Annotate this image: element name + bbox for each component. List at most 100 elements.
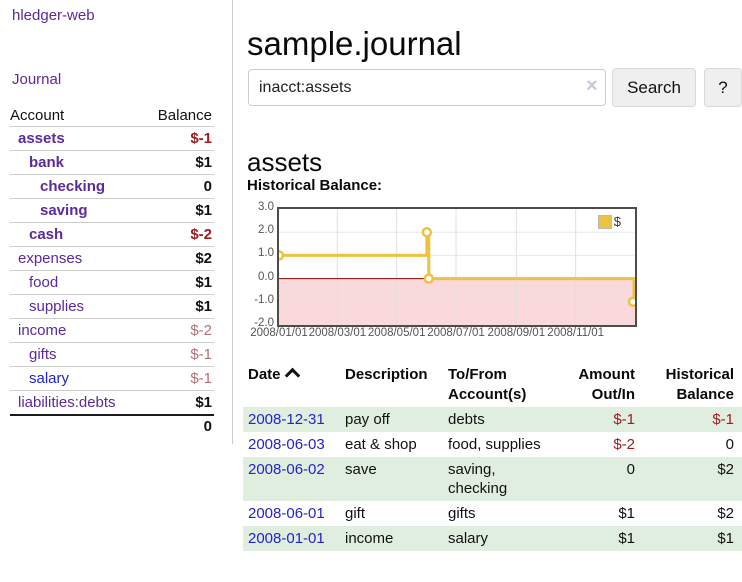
account-table-header: Account Balance <box>10 104 214 126</box>
transaction-accounts-cell: food, supplies <box>448 436 541 453</box>
transaction-date-link[interactable]: 2008-06-01 <box>248 505 325 522</box>
total-balance-value: 0 <box>203 417 212 435</box>
transaction-amount-cell: $1 <box>618 530 635 547</box>
search-button[interactable]: Search <box>612 68 696 107</box>
account-balance-value: $2 <box>195 250 212 267</box>
sidebar-account-link[interactable]: checking <box>40 178 106 195</box>
clear-search-icon[interactable]: × <box>586 75 598 97</box>
transaction-description-cell: eat & shop <box>345 436 417 453</box>
transaction-balance-cell: $2 <box>717 505 734 522</box>
sidebar-account-link[interactable]: food <box>29 274 59 291</box>
sidebar-account-link[interactable]: bank <box>29 154 65 171</box>
description-column-header: Description <box>345 366 428 383</box>
x-axis-tick-label: 2008/05/01 <box>367 327 426 339</box>
account-row: cash $-2 <box>10 222 214 246</box>
y-axis-tick-label: 2.0 <box>258 224 274 237</box>
sidebar-account-link[interactable]: assets <box>18 130 65 147</box>
transaction-date-link[interactable]: 2008-12-31 <box>248 411 325 428</box>
chart-plot-area: $ <box>273 207 639 327</box>
x-axis-tick-label: 2008/11/01 <box>547 327 605 339</box>
account-row: income $-2 <box>10 318 214 342</box>
data-point-marker <box>273 250 285 261</box>
transaction-row: 2008-06-02 save saving, checking 0 $2 <box>243 457 742 501</box>
data-point-marker <box>421 226 433 238</box>
balance-line-chart <box>273 209 639 325</box>
account-balance-table: Account Balance assets $-1 bank $1 checking 0… <box>10 104 214 436</box>
account-balance-value: $1 <box>195 394 212 411</box>
app-brand-link[interactable]: hledger-web <box>12 7 95 24</box>
account-row: food $1 <box>10 270 214 294</box>
transaction-amount-cell: $-1 <box>613 411 635 428</box>
balance-column-header: Balance <box>157 106 212 124</box>
sidebar: hledger-web Journal Account Balance asse… <box>0 0 233 444</box>
sidebar-account-link[interactable]: saving <box>40 202 88 219</box>
transaction-balance-cell: 0 <box>725 436 734 453</box>
sort-ascending-icon <box>284 367 300 384</box>
transaction-amount-cell: $-2 <box>613 436 635 453</box>
y-axis-tick-label: 3.0 <box>258 201 274 213</box>
transaction-date-cell: 2008-06-03 <box>243 432 345 457</box>
sidebar-item-journal[interactable]: Journal <box>12 71 62 88</box>
x-axis-tick-label: 2008/01/01 <box>250 327 308 339</box>
x-axis-tick-label: 2008/09/01 <box>487 327 546 339</box>
sidebar-account-link[interactable]: income <box>18 322 67 339</box>
y-axis-tick-label: 0.0 <box>258 270 274 283</box>
sidebar-account-link[interactable]: liabilities:debts <box>18 394 116 411</box>
transaction-amount-cell: 0 <box>626 461 635 478</box>
search-help-button[interactable]: ? <box>704 68 742 107</box>
x-axis-tick-label: 2008/07/01 <box>427 327 485 339</box>
data-point-marker <box>423 273 435 284</box>
account-row: supplies $1 <box>10 294 214 318</box>
transaction-row: 2008-06-01 gift gifts $1 $2 <box>243 501 742 526</box>
account-balance-value: $-1 <box>190 130 212 147</box>
account-balance-value: $1 <box>195 274 212 291</box>
account-row: liabilities:debts $1 <box>10 390 214 414</box>
account-balance-value: $-2 <box>190 322 212 339</box>
sidebar-account-link[interactable]: gifts <box>29 346 57 363</box>
transaction-date-link[interactable]: 2008-06-02 <box>248 461 325 478</box>
transaction-accounts-cell: salary <box>448 530 489 547</box>
account-row: saving $1 <box>10 198 214 222</box>
transaction-date-link[interactable]: 2008-01-01 <box>248 530 325 547</box>
transaction-description-cell: gift <box>345 505 366 522</box>
transactions-table: Date Description To/From Account(s) Amou… <box>243 362 742 551</box>
account-row: checking 0 <box>10 174 214 198</box>
transaction-row: 2008-12-31 pay off debts $-1 $-1 <box>243 407 742 432</box>
transaction-accounts-cell: gifts <box>448 505 476 522</box>
legend-swatch-icon <box>597 214 612 229</box>
account-balance-value: $1 <box>195 154 212 171</box>
historical-balance-chart: 3.0 2.0 1.0 0.0 -1.0 -2.0 $ 2008/01/01 2008/03… <box>248 200 742 348</box>
transaction-date-cell: 2008-01-01 <box>243 526 345 551</box>
date-column-header[interactable]: Date <box>243 362 345 407</box>
transaction-balance-cell: $-1 <box>712 411 734 428</box>
account-heading: assets <box>247 146 323 177</box>
balance-column-header: Historical Balance <box>665 366 734 403</box>
search-input[interactable] <box>248 69 606 106</box>
account-balance-value: $-2 <box>190 226 212 243</box>
x-axis-tick-label: 2008/03/01 <box>308 327 367 339</box>
amount-column-header: Amount Out/In <box>578 366 635 403</box>
transaction-amount-cell: $1 <box>618 505 635 522</box>
account-row: assets $-1 <box>10 126 214 150</box>
transaction-date-link[interactable]: 2008-06-03 <box>248 436 325 453</box>
account-row: gifts $-1 <box>10 342 214 366</box>
transaction-date-cell: 2008-06-02 <box>243 457 345 501</box>
transaction-description-cell: pay off <box>345 411 390 428</box>
balance-total-row: 0 <box>10 414 214 436</box>
sidebar-account-link[interactable]: expenses <box>18 250 83 267</box>
transaction-accounts-cell: debts <box>448 411 485 428</box>
account-row: bank $1 <box>10 150 214 174</box>
transaction-row: 2008-01-01 income salary $1 $1 <box>243 526 742 551</box>
sidebar-account-link[interactable]: salary <box>29 370 70 387</box>
account-row: salary $-1 <box>10 366 214 390</box>
y-axis-tick-label: -2.0 <box>254 317 274 329</box>
sidebar-account-link[interactable]: cash <box>29 226 64 243</box>
account-balance-value: $1 <box>195 298 212 315</box>
chart-legend: $ <box>595 213 623 230</box>
y-axis-tick-label: -1.0 <box>254 293 274 306</box>
chart-title: Historical Balance: <box>247 177 383 194</box>
transaction-balance-cell: $2 <box>717 461 734 478</box>
sidebar-account-link[interactable]: supplies <box>29 298 85 315</box>
account-row: expenses $2 <box>10 246 214 270</box>
transaction-row: 2008-06-03 eat & shop food, supplies $-2 0 <box>243 432 742 457</box>
